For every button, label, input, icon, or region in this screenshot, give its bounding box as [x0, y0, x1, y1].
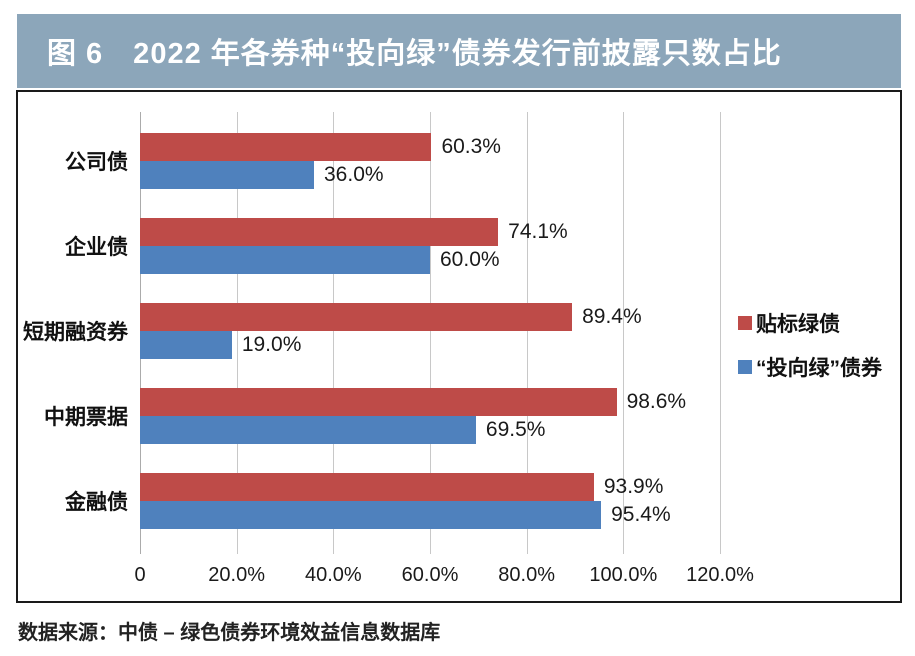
bar-row: 89.4% [140, 302, 720, 331]
legend-label: “投向绿”债券 [756, 357, 882, 380]
legend-marker-red-icon [738, 316, 752, 330]
figure-title: 图 6 2022 年各券种“投向绿”债券发行前披露只数占比 [47, 38, 782, 70]
figure-title-bar: 图 6 2022 年各券种“投向绿”债券发行前披露只数占比 [17, 14, 901, 88]
bar-row: 98.6% [140, 387, 720, 416]
bar-value-label: 36.0% [324, 162, 384, 186]
bar-pair: 89.4% 19.0% [140, 302, 720, 359]
bar-invested-green [140, 330, 232, 359]
category-label: 金融债 [65, 490, 128, 514]
bar-row: 60.0% [140, 245, 720, 274]
bar-row: 36.0% [140, 160, 720, 189]
bar-labeled-green [140, 387, 617, 416]
bar-value-label: 98.6% [626, 389, 687, 413]
bar-value-label: 19.0% [241, 332, 302, 356]
legend-label: 贴标绿债 [756, 313, 840, 336]
bar-labeled-green [140, 472, 594, 501]
bar-labeled-green [140, 132, 432, 161]
bar-value-label: 60.3% [441, 134, 501, 158]
category-label: 短期融资券 [23, 320, 128, 344]
bar-group-short-term-notes: 短期融资券 89.4% 19.0% [18, 288, 720, 373]
bar-row: 95.4% [140, 500, 720, 529]
x-tick-label: 120.0% [686, 564, 754, 586]
bar-pair: 60.3% 36.0% [140, 132, 720, 189]
gridline-80 [526, 112, 528, 554]
x-axis: 0 20.0% 40.0% 60.0% 80.0% 100.0% 120.0% [134, 564, 753, 594]
category-label: 公司债 [65, 150, 128, 174]
bar-labeled-green [140, 217, 499, 246]
x-tick-label: 80.0% [498, 564, 556, 586]
bar-invested-green [140, 500, 602, 529]
data-source-note: 数据来源：中债 – 绿色债券环境效益信息数据库 [18, 622, 441, 644]
bar-value-label: 95.4% [611, 502, 671, 526]
bar-row: 69.5% [140, 415, 720, 444]
bar-value-label: 89.4% [582, 304, 642, 328]
x-tick-label: 100.0% [589, 564, 658, 586]
bar-value-label: 93.9% [603, 474, 664, 498]
bar-group-enterprise-bonds: 企业债 74.1% 60.0% [18, 203, 720, 288]
x-tick-label: 60.0% [401, 564, 459, 586]
bar-invested-green [140, 160, 314, 189]
bar-value-label: 74.1% [508, 219, 568, 243]
gridline-20 [236, 112, 238, 554]
legend-marker-blue-icon [738, 360, 752, 374]
legend-item-invested-green: “投向绿”债券 [738, 352, 882, 382]
chart-frame: 公司债 60.3% 36.0% 企业债 [16, 90, 902, 603]
category-label: 中期票据 [44, 405, 128, 429]
x-tick-label: 0 [134, 564, 146, 586]
bar-labeled-green [140, 302, 573, 331]
bar-pair: 74.1% 60.0% [140, 217, 720, 274]
legend: 贴标绿债 “投向绿”债券 [738, 308, 882, 382]
bar-row: 19.0% [140, 330, 720, 359]
bar-group-corporate-bonds: 公司债 60.3% 36.0% [18, 118, 720, 203]
bar-row: 93.9% [140, 472, 720, 501]
bar-row: 60.3% [140, 132, 720, 161]
bar-row: 74.1% [140, 217, 720, 246]
bar-group-financial-bonds: 金融债 93.9% 95.4% [18, 458, 720, 543]
gridline-100 [623, 112, 625, 554]
gridline-40 [333, 112, 335, 554]
x-tick-label: 40.0% [304, 564, 362, 586]
x-tick-label: 20.0% [208, 564, 266, 586]
bar-pair: 93.9% 95.4% [140, 472, 720, 529]
bar-invested-green [140, 245, 430, 274]
bar-value-label: 60.0% [440, 247, 500, 271]
bar-pair: 98.6% 69.5% [140, 387, 720, 444]
bar-invested-green [140, 415, 476, 444]
category-label: 企业债 [65, 235, 128, 259]
bar-group-medium-term-notes: 中期票据 98.6% 69.5% [18, 373, 720, 458]
gridline-60 [430, 112, 431, 554]
plot-area: 公司债 60.3% 36.0% 企业债 [18, 112, 721, 554]
bar-value-label: 69.5% [485, 417, 546, 441]
legend-item-labeled-green: 贴标绿债 [738, 308, 882, 338]
gridline-120 [720, 112, 721, 554]
